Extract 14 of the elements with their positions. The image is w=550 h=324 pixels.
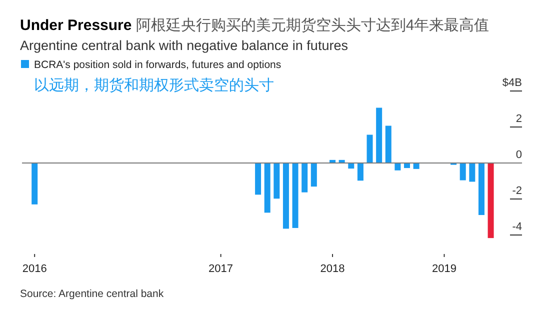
source-note: Source: Argentine central bank — [20, 288, 164, 300]
y-tick-label: -2 — [512, 185, 522, 197]
x-tick-label: 2017 — [208, 263, 234, 275]
chart-title: Under Pressure 阿根廷央行购买的美元期货空头头寸达到4年来最高值 — [20, 17, 490, 34]
y-tick-label: 0 — [516, 149, 522, 161]
x-tick-label: 2019 — [432, 263, 456, 275]
y-tick-label: $4B — [502, 77, 522, 89]
legend-label: BCRA's position sold in forwards, futures and options — [34, 59, 282, 71]
chart-subtitle: Argentine central bank with negative balance in futures — [20, 38, 348, 53]
x-tick-label: 2016 — [22, 263, 47, 275]
x-tick-label: 2018 — [320, 263, 345, 275]
annotation: 以远期，期货和期权形式卖空的头寸 — [34, 77, 274, 94]
y-tick-label: 2 — [516, 113, 522, 125]
y-tick-label: -4 — [512, 221, 522, 233]
